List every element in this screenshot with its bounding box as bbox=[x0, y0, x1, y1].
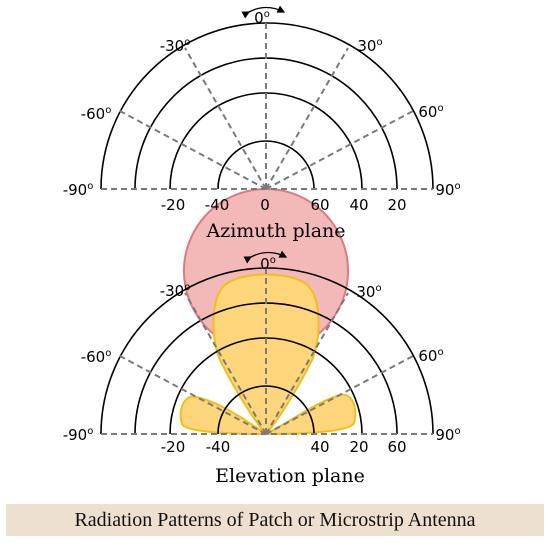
elevation-side-lobe-left bbox=[179, 395, 270, 436]
elevation-label-0: 0o bbox=[260, 255, 276, 273]
azimuth-line-p60 bbox=[265, 109, 416, 190]
elevation-label-p60: 60o bbox=[418, 347, 443, 365]
azimuth-label-m90: -90o bbox=[63, 181, 94, 199]
azimuth-line-m30 bbox=[184, 47, 267, 190]
azimuth-scale-right-1: 60 bbox=[310, 196, 329, 214]
azimuth-title: Azimuth plane bbox=[205, 220, 345, 242]
elevation-line-p30 bbox=[265, 292, 349, 435]
elevation-line-m30 bbox=[184, 292, 267, 435]
elevation-scale-left-1: -20 bbox=[161, 438, 186, 456]
azimuth-scale-right-2: 40 bbox=[349, 196, 368, 214]
elevation-line-m60 bbox=[117, 354, 267, 435]
elevation-scale-right-1: 40 bbox=[310, 438, 329, 456]
azimuth-ring-inner bbox=[217, 140, 315, 190]
elevation-label-m30: -30o bbox=[160, 282, 191, 300]
azimuth-label-p30: 30o bbox=[357, 37, 382, 55]
elevation-ring-inner bbox=[217, 385, 315, 435]
elevation-angle-lines bbox=[101, 268, 433, 435]
caption-band: Radiation Patterns of Patch or Microstri… bbox=[6, 504, 544, 536]
azimuth-rotation-arrow-icon bbox=[241, 5, 286, 19]
azimuth-angle-lines bbox=[101, 23, 433, 190]
elevation-title: Elevation plane bbox=[215, 465, 365, 487]
elevation-label-m90: -90o bbox=[63, 426, 94, 444]
elevation-scale-left-2: -40 bbox=[206, 438, 231, 456]
azimuth-scale-center: 0 bbox=[260, 196, 270, 214]
azimuth-label-p90: 90o bbox=[435, 181, 460, 199]
elevation-scale-right-3: 60 bbox=[387, 438, 406, 456]
azimuth-line-p30 bbox=[265, 47, 349, 190]
azimuth-label-0: 0o bbox=[254, 9, 270, 27]
elevation-rotation-arrow-icon bbox=[243, 250, 288, 264]
azimuth-label-m60: -60o bbox=[81, 105, 112, 123]
elevation-label-p30: 30o bbox=[356, 283, 381, 301]
azimuth-label-p60: 60o bbox=[418, 103, 443, 121]
elevation-scale-right-2: 20 bbox=[349, 438, 368, 456]
azimuth-label-m30: -30o bbox=[160, 37, 191, 55]
azimuth-scale-right-3: 20 bbox=[387, 196, 406, 214]
azimuth-line-m60 bbox=[117, 109, 267, 190]
elevation-diagram: 0o -30o 30o -60o 60o -90o 90o -20 -40 40 bbox=[63, 250, 461, 487]
azimuth-scale-left-2: -40 bbox=[205, 196, 230, 214]
elevation-line-p60 bbox=[265, 354, 416, 435]
elevation-label-p90: 90o bbox=[435, 426, 460, 444]
elevation-label-m60: -60o bbox=[81, 348, 112, 366]
azimuth-scale-left-1: -20 bbox=[161, 196, 186, 214]
figure-caption: Radiation Patterns of Patch or Microstri… bbox=[74, 508, 476, 531]
